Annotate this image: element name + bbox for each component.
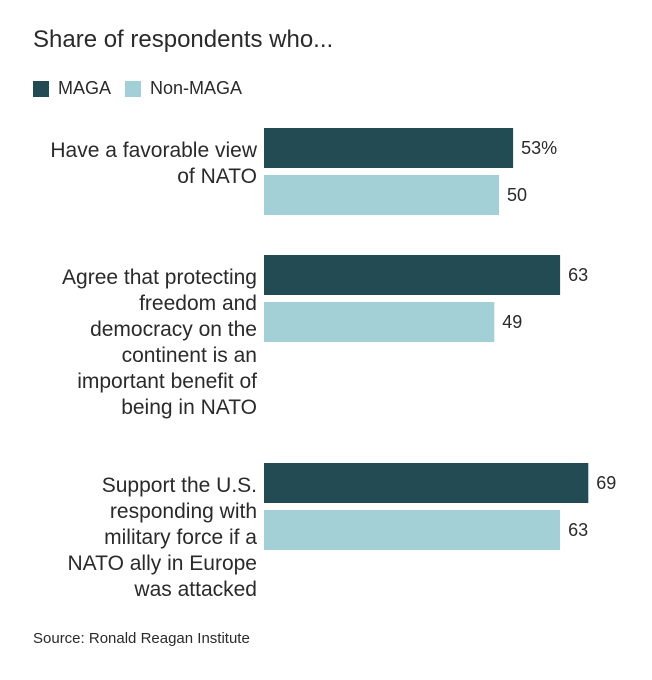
category-label-line: continent is an bbox=[122, 344, 257, 367]
source-note: Source: Ronald Reagan Institute bbox=[33, 630, 250, 647]
bar-non-maga bbox=[264, 510, 561, 550]
category-label-line: Support the U.S. bbox=[102, 474, 257, 497]
value-label-maga: 63 bbox=[568, 265, 588, 285]
bar-maga bbox=[264, 128, 514, 168]
value-label-maga: 53% bbox=[521, 138, 557, 158]
category-label-line: responding with bbox=[110, 500, 257, 523]
category-label-line: freedom and bbox=[139, 292, 257, 315]
category-label: Have a favorable view of NATO bbox=[50, 139, 257, 188]
bar-non-maga bbox=[264, 302, 495, 342]
legend-swatch-maga bbox=[33, 80, 49, 97]
legend-swatch-non-maga bbox=[125, 80, 142, 97]
legend-item-non-maga: Non-MAGA bbox=[125, 78, 242, 99]
category-label-line: of NATO bbox=[177, 165, 257, 188]
legend: MAGA Non-MAGA bbox=[33, 78, 256, 99]
category-label: Support the U.S. responding with military … bbox=[68, 474, 258, 601]
category-label-line: democracy on the bbox=[90, 318, 257, 341]
value-label-non-maga: 49 bbox=[502, 312, 522, 332]
category-label-line: military force if a bbox=[104, 526, 257, 549]
chart-title: Share of respondents who... bbox=[33, 26, 334, 53]
value-label-non-maga: 63 bbox=[568, 520, 588, 540]
legend-label-non-maga: Non-MAGA bbox=[150, 78, 243, 98]
legend-label-maga: MAGA bbox=[58, 78, 112, 98]
bar-maga bbox=[264, 463, 589, 503]
value-label-non-maga: 50 bbox=[507, 185, 527, 205]
category-label-line: was attacked bbox=[133, 578, 257, 601]
category-label-line: Have a favorable view bbox=[50, 139, 257, 162]
bar-maga bbox=[264, 255, 561, 295]
category-label-line: Agree that protecting bbox=[62, 266, 257, 289]
value-label-maga: 69 bbox=[596, 473, 616, 493]
category-label-line: NATO ally in Europe bbox=[68, 552, 257, 575]
category-label: Agree that protecting freedom and democrac… bbox=[62, 266, 257, 419]
category-label-line: being in NATO bbox=[121, 396, 257, 419]
bar-chart: Have a favorable view of NATO 53% 50 Agree t… bbox=[50, 128, 616, 601]
category-label-line: important benefit of bbox=[77, 370, 257, 393]
legend-item-maga: MAGA bbox=[33, 78, 111, 99]
bar-non-maga bbox=[264, 175, 499, 215]
